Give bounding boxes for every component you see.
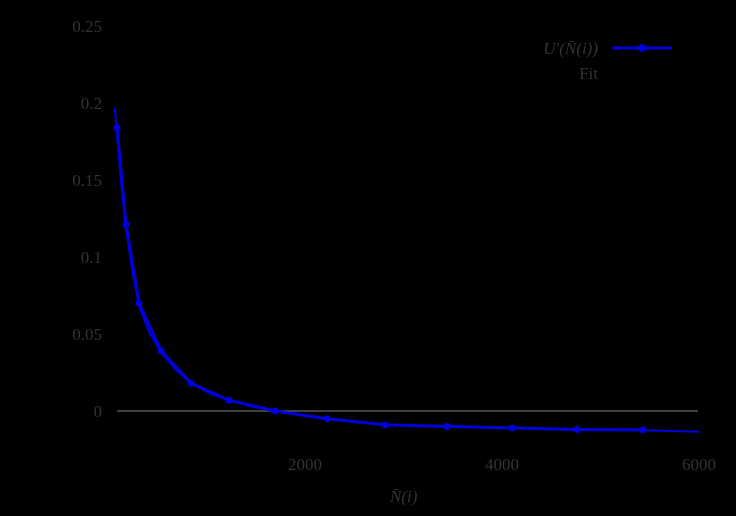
data-point [113, 124, 121, 132]
y-axis-ticks: 0 0.05 0.1 0.15 0.2 0.25 [72, 17, 102, 421]
data-point [225, 396, 233, 404]
data-point [157, 347, 165, 355]
data-point [271, 407, 279, 415]
x-axis-ticks: 2000 4000 6000 [288, 455, 716, 474]
legend-label-series1: U′(N̄(i)) [543, 39, 598, 58]
legend-label-fit: Fit [579, 64, 598, 83]
data-point [573, 425, 581, 433]
data-markers [113, 124, 647, 434]
data-point [187, 379, 195, 387]
x-tick-label: 6000 [682, 455, 716, 474]
x-tick-label: 2000 [288, 455, 322, 474]
y-tick-label: 0.05 [72, 325, 102, 344]
data-point [639, 426, 647, 434]
data-point [122, 221, 130, 229]
fit-line [113, 107, 700, 433]
y-tick-label: 0.15 [72, 171, 102, 190]
data-point [135, 299, 143, 307]
data-point [323, 415, 331, 423]
y-tick-label: 0.2 [81, 94, 102, 113]
x-tick-label: 4000 [485, 455, 519, 474]
data-point [508, 424, 516, 432]
data-point [443, 422, 451, 430]
y-tick-label: 0.1 [81, 248, 102, 267]
legend-marker-series1 [638, 44, 646, 52]
data-line [115, 127, 643, 432]
x-axis-label: N̄(i) [389, 487, 418, 506]
y-tick-label: 0 [94, 402, 103, 421]
legend: U′(N̄(i)) Fit [543, 39, 672, 83]
data-point [381, 421, 389, 429]
y-tick-label: 0.25 [72, 17, 102, 36]
